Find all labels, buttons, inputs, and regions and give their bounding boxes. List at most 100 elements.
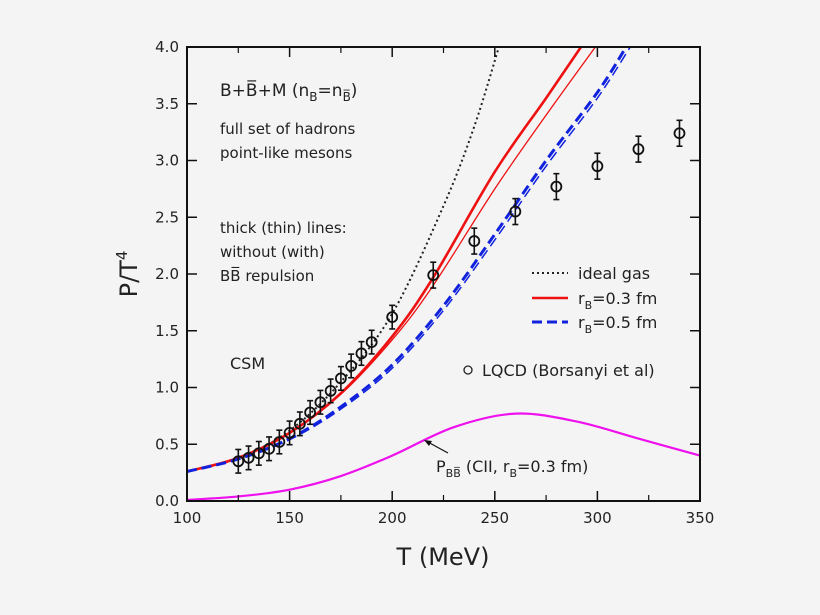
x-tick-label: 350 (686, 509, 715, 527)
point-marker (273, 436, 286, 448)
pbb-sub: BB̅ (446, 467, 461, 480)
point-marker (324, 385, 337, 397)
lg1-main: r (578, 289, 585, 308)
point-marker (263, 442, 275, 455)
y-tick-label: 2.0 (155, 265, 179, 283)
x-tick-label: 150 (275, 509, 304, 527)
annotation-line4: without (with) (220, 243, 325, 261)
point-marker (252, 447, 265, 460)
lqcd-points (232, 119, 686, 474)
x-tick-label: 100 (173, 509, 202, 527)
point-marker (304, 406, 317, 419)
point-marker (673, 127, 686, 140)
y-label-sup: 4 (113, 251, 131, 261)
legend-label-rb03: rB=0.3 fm (578, 289, 657, 312)
lqcd-point (355, 340, 368, 367)
y-tick-label: 4.0 (155, 38, 179, 56)
lg1-sub: B (585, 299, 593, 312)
point-marker (468, 235, 481, 247)
point-marker (427, 269, 440, 282)
y-tick-label: 1.5 (155, 322, 179, 340)
series-line-4 (186, 46, 631, 473)
lqcd-point (293, 411, 306, 437)
lqcd-point (263, 436, 275, 462)
lg3-rest: =0.5 fm (592, 313, 657, 332)
lqcd-point (427, 261, 440, 289)
point-marker (345, 360, 358, 372)
x-tick-label: 200 (378, 509, 407, 527)
point-marker (365, 336, 378, 349)
annotation-pbb: PBB̅ (CII, rB=0.3 fm) (436, 457, 588, 480)
y-tick-label: 0.0 (155, 492, 179, 510)
pbb-pre: P (436, 457, 446, 476)
point-marker (293, 417, 306, 430)
lqcd-point (673, 119, 686, 148)
x-axis-label: T (MeV) (396, 543, 490, 571)
pbb-arrow-head-icon (424, 440, 432, 446)
point-marker (314, 396, 327, 409)
annotation-line5: BB̅ repulsion (220, 266, 314, 285)
ann-post: ) (351, 81, 358, 101)
legend-label-lqcd: LQCD (Borsanyi et al) (482, 361, 655, 380)
point-marker (242, 451, 255, 464)
x-tick-label: 250 (480, 509, 509, 527)
annotation-line2: point-like mesons (220, 144, 352, 162)
y-tick-label: 3.5 (155, 95, 179, 113)
pbb-post2: =0.3 fm) (517, 457, 588, 476)
lg1-rest: =0.3 fm (592, 289, 657, 308)
y-tick-label: 0.5 (155, 435, 179, 453)
lg3-sub: B (585, 323, 593, 336)
legend-label-ideal-gas: ideal gas (578, 264, 650, 283)
point-marker (386, 311, 399, 324)
point-marker (550, 180, 563, 193)
series-line-3 (186, 46, 628, 473)
x-tick-label: 300 (583, 509, 612, 527)
ann-sub1: B (309, 90, 317, 104)
lqcd-point (468, 227, 481, 255)
lqcd-point (283, 420, 296, 446)
lqcd-point (334, 365, 347, 392)
lqcd-point (232, 448, 245, 474)
point-marker (632, 143, 645, 156)
lqcd-point (632, 135, 645, 163)
y-label-main: P/T (115, 260, 143, 298)
annotation-line1: full set of hadrons (220, 120, 356, 138)
point-marker (355, 347, 368, 360)
y-axis-label: P/T4 (113, 251, 143, 298)
lqcd-point (591, 152, 604, 180)
annotation-csm: CSM (230, 354, 265, 373)
lqcd-point (345, 353, 358, 379)
axis-ticks: 100 150 200 250 300 350 0.0 0.5 1.0 1.5 2.0 2.5 3.0 3… (155, 38, 714, 527)
lqcd-point (242, 445, 255, 471)
point-marker (283, 426, 296, 439)
lqcd-point (550, 172, 563, 201)
lqcd-point (273, 429, 286, 455)
lqcd-point (304, 399, 317, 426)
point-marker (509, 205, 522, 218)
annotation-title: B+B̅+M (nB=nB̅) (220, 79, 357, 104)
lqcd-point (324, 378, 337, 404)
y-tick-label: 2.5 (155, 208, 179, 226)
pbb-post: (CII, r (461, 457, 510, 476)
lqcd-point (314, 389, 327, 415)
ann-sub2: B̅ (343, 89, 351, 104)
lg3-main: r (578, 313, 585, 332)
pbb-sub2: B (509, 467, 517, 480)
ann-pre: B+B̅+M (n (220, 79, 309, 101)
point-marker (232, 455, 245, 468)
lqcd-point (509, 197, 522, 226)
point-marker (591, 160, 604, 173)
legend-marker-lqcd (463, 365, 473, 375)
series-line-5 (186, 412, 701, 501)
lqcd-point (365, 329, 378, 355)
lqcd-point (386, 304, 399, 330)
annotation-line3: thick (thin) lines: (220, 219, 347, 237)
point-marker (334, 372, 347, 385)
y-tick-label: 1.0 (155, 379, 179, 397)
y-tick-label: 3.0 (155, 152, 179, 170)
lqcd-point (252, 440, 265, 466)
legend-label-rb05: rB=0.5 fm (578, 313, 657, 336)
ann-mid: =n (318, 81, 343, 101)
